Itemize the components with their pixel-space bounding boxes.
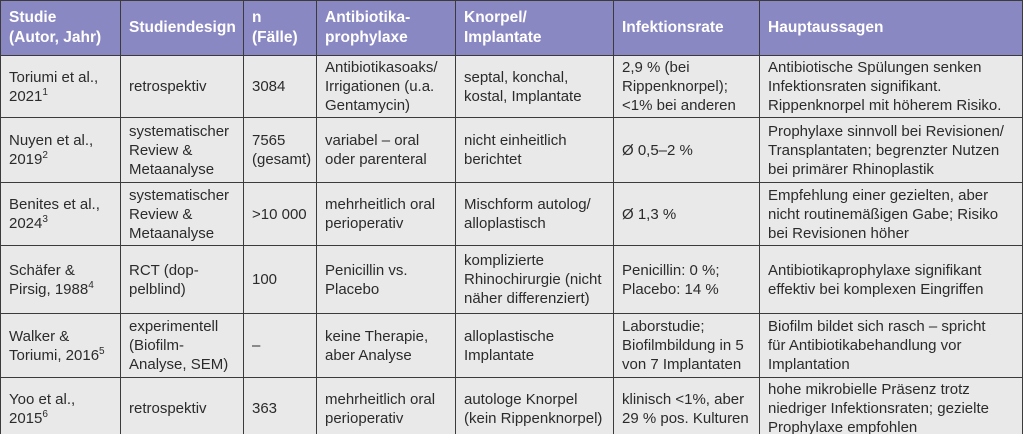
cell-design: systematischer Review & Metaanalyse <box>120 182 244 246</box>
study-label: Benites et al., 2024 <box>9 196 100 232</box>
cell-infection-rate: Laborstudie; Biofilmbildung in 5 von 7 I… <box>613 313 760 378</box>
cell-study: Yoo et al., 20156 <box>0 377 121 434</box>
cell-study: Nuyen et al., 20192 <box>0 117 121 183</box>
cell-n: 100 <box>243 245 317 314</box>
reference-superscript: 2 <box>42 150 48 161</box>
cell-design: retrospektiv <box>120 377 244 434</box>
reference-superscript: 1 <box>42 86 48 98</box>
table-row: Nuyen et al., 20192 systematischer Revie… <box>0 117 1023 183</box>
cell-conclusion: Empfehlung einer gezielten, aber nicht r… <box>759 182 1023 246</box>
cell-infection-rate: 2,9 % (bei Rippenknorpel); <1% bei ander… <box>613 55 760 118</box>
cell-n: 3084 <box>243 55 317 118</box>
reference-superscript: 5 <box>99 345 105 357</box>
cell-study: Walker & Toriumi, 20165 <box>0 313 121 378</box>
cell-design: experimentell (Biofilm- Analyse, SEM) <box>120 313 244 378</box>
cell-conclusion: Prophylaxe sinnvoll bei Revisionen/ Tran… <box>759 117 1023 183</box>
column-header-hauptaussagen: Hauptaussagen <box>759 0 1023 56</box>
cell-cartilage: autologe Knorpel (kein Rippenknorpel) <box>455 377 614 434</box>
study-label: Walker & Toriumi, 2016 <box>9 327 100 364</box>
cell-study: Toriumi et al., 20211 <box>0 55 121 118</box>
cell-prophylaxis: variabel – oral oder parenteral <box>316 117 456 183</box>
cell-conclusion: Biofilm bildet sich rasch – spricht für … <box>759 313 1023 378</box>
cell-infection-rate: Penicillin: 0 %; Placebo: 14 % <box>613 245 760 314</box>
cell-cartilage: nicht einheitlich berichtet <box>455 117 614 183</box>
cell-prophylaxis: mehrheitlich oral perioperativ <box>316 182 456 246</box>
reference-superscript: 6 <box>42 408 48 420</box>
reference-superscript: 3 <box>42 214 48 225</box>
study-label: Schäfer & Pirsig, 1988 <box>9 261 89 298</box>
study-label: Toriumi et al., 2021 <box>9 68 99 105</box>
cell-prophylaxis: mehrheitlich oral perioperativ <box>316 377 456 434</box>
cell-prophylaxis: keine Therapie, aber Analyse <box>316 313 456 378</box>
cell-design: systematischer Review & Metaanalyse <box>120 117 244 183</box>
cell-n: – <box>243 313 317 378</box>
table-row: Schäfer & Pirsig, 19884 RCT (dop- pelbli… <box>0 245 1023 314</box>
cell-n: 363 <box>243 377 317 434</box>
column-header-studie: Studie (Autor, Jahr) <box>0 0 121 56</box>
column-header-infektionsrate: Infektionsrate <box>613 0 760 56</box>
column-header-knorpel-implantate: Knorpel/ Implantate <box>455 0 614 56</box>
header-row: Studie (Autor, Jahr) Studiendesign n (Fä… <box>0 0 1023 56</box>
cell-cartilage: komplizierte Rhinochirurgie (nicht näher… <box>455 245 614 314</box>
reference-superscript: 4 <box>88 279 94 291</box>
cell-cartilage: alloplastische Implantate <box>455 313 614 378</box>
column-header-antibiotikaprophylaxe: Antibiotika- prophylaxe <box>316 0 456 56</box>
cell-study: Schäfer & Pirsig, 19884 <box>0 245 121 314</box>
cell-study: Benites et al., 20243 <box>0 182 121 246</box>
column-header-studiendesign: Studiendesign <box>120 0 244 56</box>
cell-cartilage: septal, konchal, kostal, Implantate <box>455 55 614 118</box>
cell-design: RCT (dop- pelblind) <box>120 245 244 314</box>
cell-conclusion: Antibiotische Spülungen senken Infektion… <box>759 55 1023 118</box>
cell-n: >10 000 <box>243 182 317 246</box>
table-row: Yoo et al., 20156 retrospektiv 363 mehrh… <box>0 377 1023 434</box>
cell-n: 7565 (gesamt) <box>243 117 317 183</box>
cell-cartilage: Mischform autolog/ alloplastisch <box>455 182 614 246</box>
cell-infection-rate: Ø 1,3 % <box>613 182 760 246</box>
table-row: Benites et al., 20243 systematischer Rev… <box>0 182 1023 246</box>
cell-design: retrospektiv <box>120 55 244 118</box>
table-row: Toriumi et al., 20211 retrospektiv 3084 … <box>0 55 1023 118</box>
cell-prophylaxis: Penicillin vs. Placebo <box>316 245 456 314</box>
cell-conclusion: hohe mikrobielle Präsenz trotz niedriger… <box>759 377 1023 434</box>
cell-infection-rate: klinisch <1%, aber 29 % pos. Kulturen <box>613 377 760 434</box>
cell-prophylaxis: Antibiotikasoaks/ Irrigationen (u.a. Gen… <box>316 55 456 118</box>
cell-conclusion: Antibiotikaprophylaxe signifikant effekt… <box>759 245 1023 314</box>
table-row: Walker & Toriumi, 20165 experimentell (B… <box>0 313 1023 378</box>
cell-infection-rate: Ø 0,5–2 % <box>613 117 760 183</box>
study-label: Yoo et al., 2015 <box>9 390 76 427</box>
column-header-n-faelle: n (Fälle) <box>243 0 317 56</box>
study-label: Nuyen et al., 2019 <box>9 132 94 168</box>
